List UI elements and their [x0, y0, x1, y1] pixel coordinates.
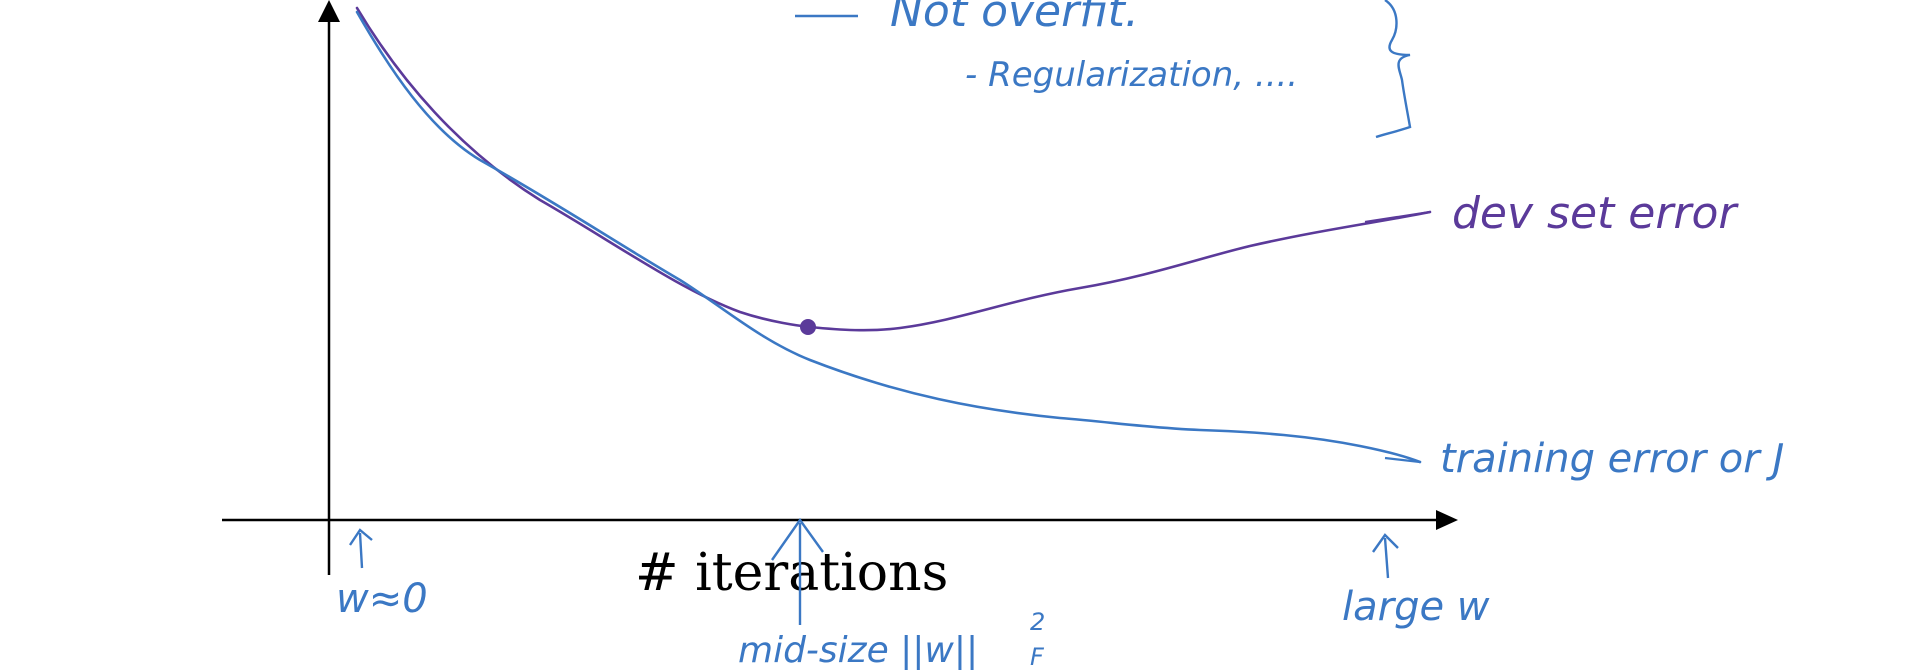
arrow-mid-size [771, 517, 824, 625]
label-dev-set-error: dev set error [1452, 188, 1739, 239]
note-not-overfit: Not overfit. [890, 0, 1139, 37]
arrow-large-w [1372, 533, 1399, 579]
label-mid-size-superscript: 2 [1030, 608, 1045, 636]
x-axis-label: # iterations [635, 543, 948, 603]
arrow-w-near-zero [349, 528, 373, 569]
dev-error-minimum-marker [800, 319, 816, 335]
right-brace [1375, 0, 1412, 139]
training-error-curve [355, 10, 1422, 464]
note-regularization: - Regularization, .... [965, 55, 1298, 95]
label-mid-size-subscript: F [1030, 643, 1045, 670]
label-w-near-zero: w≈0 [336, 576, 428, 622]
label-training-error: training error or J [1440, 436, 1784, 482]
dev-set-error-curve [355, 6, 1432, 332]
training-error-tail [1384, 456, 1421, 464]
label-large-w: large w [1342, 584, 1490, 630]
label-mid-size: mid-size ||w|| [738, 630, 978, 670]
y-axis-arrowhead [318, 0, 340, 22]
dev-set-error-tail [1364, 210, 1431, 224]
x-axis-arrowhead [1436, 510, 1458, 530]
